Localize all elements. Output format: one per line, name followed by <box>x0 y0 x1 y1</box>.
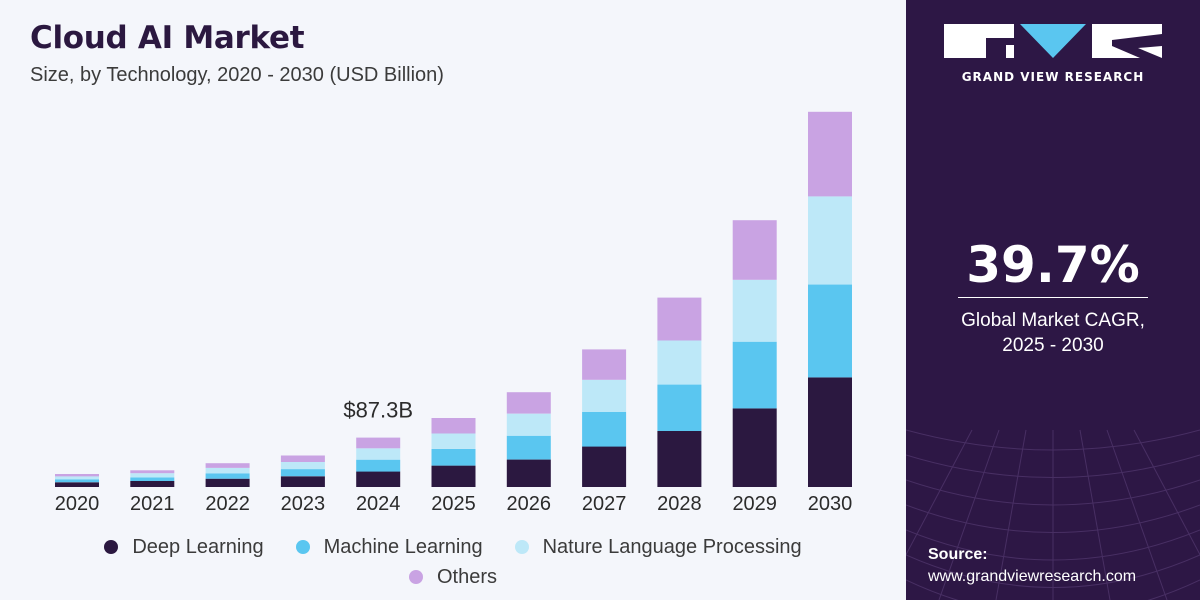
legend-row-2: Others <box>0 562 906 592</box>
bar-nature-language-processing-2026 <box>506 413 551 436</box>
bar-deep-learning-2028 <box>657 431 702 487</box>
info-panel: GRAND VIEW RESEARCH 39.7% Global Market … <box>906 0 1200 600</box>
cagr-divider <box>958 297 1148 298</box>
source-note: Source: www.grandviewresearch.com <box>928 544 1136 588</box>
x-tick-label-2023: 2023 <box>281 493 326 515</box>
x-tick-label-2028: 2028 <box>657 493 702 515</box>
stacked-bar-chart: 2020 2021 2022 2023 2024 $87.3B 2025 2026 2027 20… <box>55 111 853 515</box>
legend-label-machine-learning: Machine Learning <box>323 535 483 558</box>
legend-label-nlp: Nature Language Processing <box>542 535 802 558</box>
x-tick-label-2022: 2022 <box>205 493 250 515</box>
cagr-label: Global Market CAGR, 2025 - 2030 <box>906 308 1200 358</box>
bar-machine-learning-2024 <box>356 459 401 472</box>
bar-machine-learning-2020 <box>55 479 99 483</box>
bar-machine-learning-2027 <box>582 412 627 447</box>
bar-nature-language-processing-2025 <box>431 433 476 449</box>
bar-others-2022 <box>205 463 250 468</box>
chart-panel: Cloud AI Market Size, by Technology, 202… <box>0 0 906 600</box>
data-label-2024: $87.3B <box>343 398 413 423</box>
bar-machine-learning-2025 <box>431 448 476 466</box>
x-tick-label-2021: 2021 <box>130 493 175 515</box>
x-tick-label-2024: 2024 <box>356 493 401 515</box>
x-tick-label-2025: 2025 <box>431 493 476 515</box>
chart-subtitle: Size, by Technology, 2020 - 2030 (USD Bi… <box>30 64 444 86</box>
bar-nature-language-processing-2020 <box>55 476 99 480</box>
bar-machine-learning-2021 <box>130 477 175 481</box>
legend-item-others: Others <box>408 565 498 589</box>
bar-deep-learning-2027 <box>582 446 627 487</box>
chart-legend: Deep Learning Machine Learning Nature La… <box>0 532 906 592</box>
brand-logo: GRAND VIEW RESEARCH <box>944 24 1162 84</box>
bar-others-2029 <box>732 220 777 280</box>
bar-deep-learning-2026 <box>506 459 551 487</box>
bar-others-2030 <box>808 111 852 197</box>
bar-nature-language-processing-2021 <box>130 473 175 478</box>
legend-swatch-nlp <box>514 540 529 554</box>
cagr-label-line-1: Global Market CAGR, <box>961 310 1145 331</box>
gvr-logo-icon <box>944 24 1162 58</box>
bar-others-2026 <box>506 392 551 414</box>
bar-nature-language-processing-2027 <box>582 379 627 412</box>
x-tick-label-2026: 2026 <box>507 493 552 515</box>
bar-machine-learning-2023 <box>280 469 325 477</box>
cagr-value: 39.7% <box>966 236 1140 294</box>
legend-row-1: Deep Learning Machine Learning Nature La… <box>0 532 906 562</box>
bar-deep-learning-2025 <box>431 465 476 487</box>
legend-item-nlp: Nature Language Processing <box>514 535 802 559</box>
bar-deep-learning-2023 <box>280 476 325 487</box>
grid-background <box>906 429 1200 600</box>
bar-nature-language-processing-2024 <box>356 448 401 460</box>
bar-others-2020 <box>55 474 99 477</box>
legend-swatch-others <box>408 570 423 584</box>
bar-deep-learning-2021 <box>130 481 175 487</box>
bar-machine-learning-2026 <box>506 435 551 460</box>
bar-deep-learning-2024 <box>356 471 401 487</box>
bar-others-2023 <box>280 455 325 462</box>
brand-name: GRAND VIEW RESEARCH <box>961 70 1145 84</box>
bar-nature-language-processing-2028 <box>657 340 702 385</box>
bar-nature-language-processing-2029 <box>732 279 777 342</box>
bar-nature-language-processing-2023 <box>280 462 325 470</box>
bar-others-2024 <box>356 437 401 449</box>
x-tick-label-2029: 2029 <box>732 493 777 515</box>
bar-deep-learning-2020 <box>55 482 99 487</box>
bar-others-2027 <box>582 349 627 380</box>
source-label: Source: <box>928 546 988 563</box>
bar-machine-learning-2022 <box>205 473 250 479</box>
bar-deep-learning-2022 <box>205 478 250 487</box>
bar-others-2028 <box>657 297 702 341</box>
bar-machine-learning-2028 <box>657 384 702 431</box>
legend-label-others: Others <box>436 565 498 588</box>
bar-deep-learning-2030 <box>808 377 852 487</box>
chart-title: Cloud AI Market <box>30 20 305 56</box>
bar-others-2021 <box>130 470 175 474</box>
legend-swatch-deep-learning <box>104 540 119 554</box>
bar-machine-learning-2029 <box>732 341 777 409</box>
x-tick-label-2030: 2030 <box>808 493 853 515</box>
bar-deep-learning-2029 <box>732 408 777 487</box>
bar-others-2025 <box>431 418 476 434</box>
x-tick-label-2027: 2027 <box>582 493 627 515</box>
legend-swatch-machine-learning <box>295 540 310 554</box>
cagr-label-line-2: 2025 - 2030 <box>1002 335 1104 356</box>
legend-item-machine-learning: Machine Learning <box>295 535 483 559</box>
legend-item-deep-learning: Deep Learning <box>104 535 264 559</box>
source-url: www.grandviewresearch.com <box>928 568 1137 585</box>
bar-machine-learning-2030 <box>808 284 852 378</box>
bar-nature-language-processing-2022 <box>205 468 250 474</box>
bar-nature-language-processing-2030 <box>808 196 852 285</box>
legend-label-deep-learning: Deep Learning <box>132 535 264 558</box>
x-tick-label-2020: 2020 <box>55 493 100 515</box>
